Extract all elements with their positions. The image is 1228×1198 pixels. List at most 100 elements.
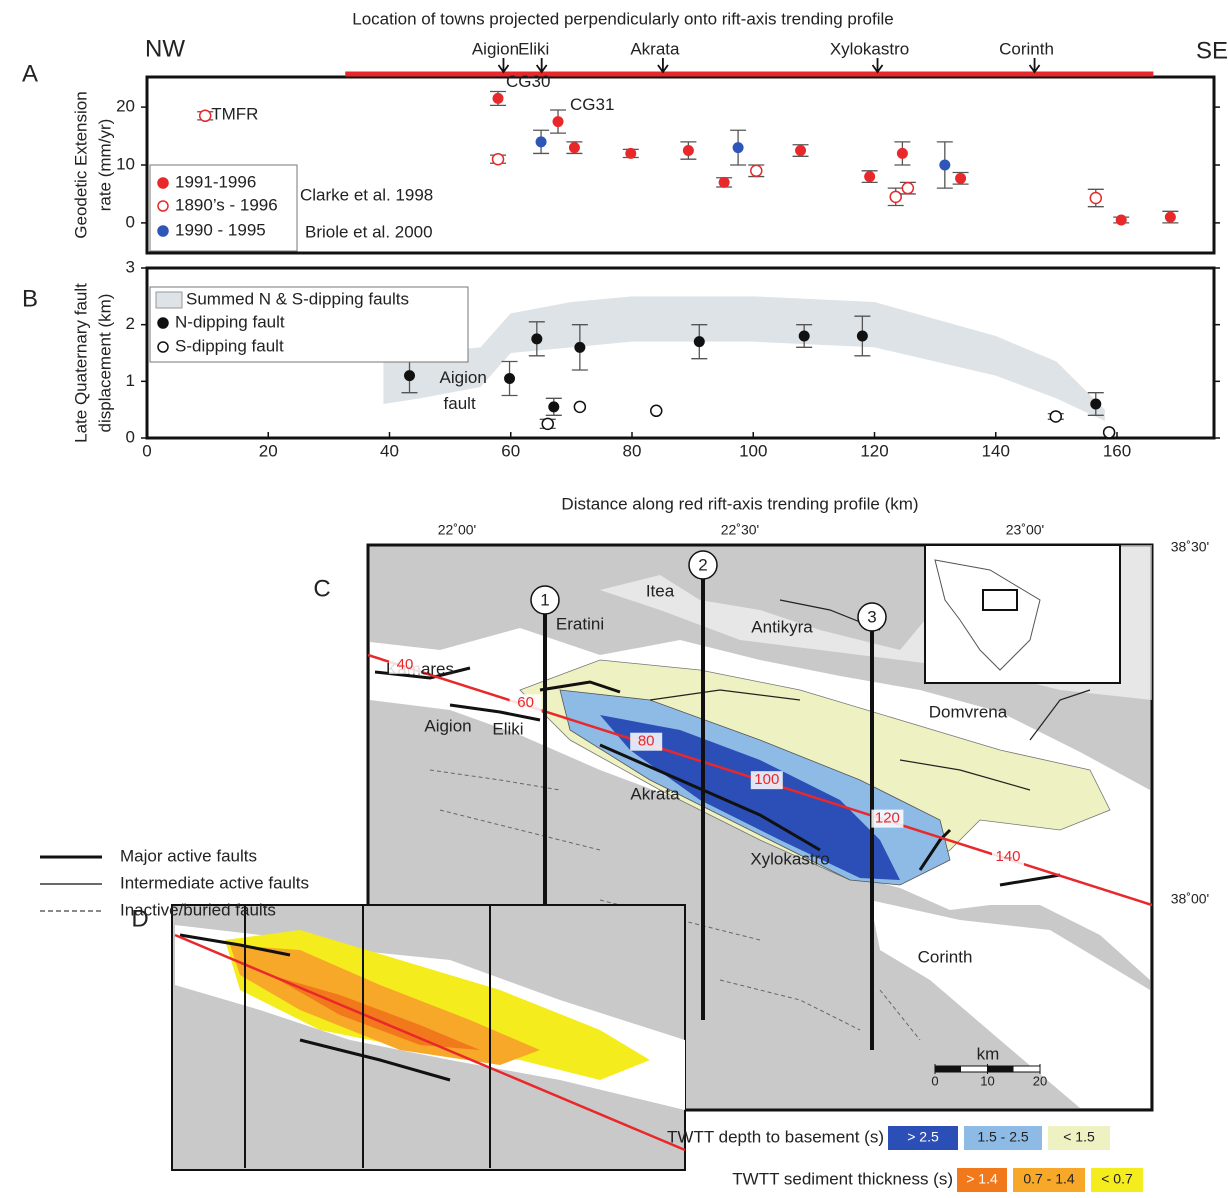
point — [552, 116, 564, 128]
distance-mark-bg — [750, 771, 783, 790]
color-swatch — [1091, 1168, 1143, 1192]
point — [732, 142, 744, 154]
scale-tick-label: 0 — [931, 1073, 938, 1088]
distance-mark: 60 — [517, 694, 534, 711]
major-faults — [179, 933, 451, 1082]
distance-mark-bg — [389, 655, 421, 674]
annotation: CG30 — [506, 72, 550, 91]
place-label: Antikyra — [751, 617, 813, 636]
distance-mark: 120 — [875, 810, 900, 827]
town-arrow — [657, 58, 669, 74]
legend-reference: Briole et al. 2000 — [305, 222, 433, 241]
legend-marker — [157, 341, 169, 353]
y-tick-label: 10 — [116, 154, 135, 173]
annotation: TMFR — [211, 104, 258, 123]
legend-marker — [157, 200, 169, 212]
point — [404, 370, 416, 382]
y-axis-label: Late Quaternary fault — [71, 283, 90, 443]
place-label: Domvrena — [929, 702, 1008, 721]
place-label: Akrata — [630, 784, 680, 803]
y-axis-label: displacement (km) — [95, 294, 114, 433]
point — [1164, 211, 1176, 223]
x-tick-label: 160 — [1103, 441, 1131, 460]
point — [864, 171, 876, 183]
town-label: Xylokastro — [830, 39, 909, 58]
panel-letter: D — [131, 905, 148, 932]
point — [548, 401, 560, 413]
legend-box — [149, 286, 469, 363]
profile-number: 3 — [867, 607, 876, 626]
place-label: Itea — [646, 581, 675, 600]
x-tick-label: 80 — [623, 441, 642, 460]
town-label: Eliki — [518, 39, 549, 58]
legend-reference: Clarke et al. 1998 — [300, 185, 433, 204]
color-class-label: > 2.5 — [907, 1129, 939, 1145]
color-swatch — [957, 1168, 1007, 1192]
annotation: CG31 — [570, 95, 614, 114]
map-d — [171, 904, 686, 1171]
point — [693, 336, 705, 348]
point — [856, 330, 868, 342]
point — [198, 109, 212, 123]
scale-tick-label: 10 — [980, 1073, 994, 1088]
point — [682, 145, 694, 157]
legend-marker — [157, 177, 169, 189]
point — [718, 176, 730, 188]
point — [795, 145, 807, 157]
point — [650, 404, 663, 418]
x-tick-label: 20 — [259, 441, 278, 460]
point — [504, 373, 516, 384]
point — [568, 142, 580, 154]
lon-label: 22˚00' — [438, 522, 476, 538]
lon-label: 22˚30' — [721, 522, 759, 538]
town-arrow — [1028, 58, 1041, 74]
color-class-label: 0.7 - 1.4 — [1023, 1171, 1075, 1187]
color-swatch — [888, 1126, 958, 1150]
point — [541, 417, 554, 431]
point — [573, 400, 587, 414]
x-tick-label: 100 — [739, 441, 767, 460]
chart-title: Location of towns projected perpendicula… — [352, 9, 893, 28]
legend-label: 1990 - 1995 — [175, 220, 266, 239]
thickness-mid — [230, 945, 540, 1065]
place-label: Aigion — [424, 716, 471, 735]
color-swatch — [1048, 1126, 1110, 1150]
distance-mark-bg — [871, 809, 904, 828]
town-label: Aigion — [472, 39, 519, 58]
town-arrow — [871, 58, 884, 74]
y-axis-label: rate (mm/yr) — [95, 119, 114, 212]
x-axis-label: Distance along red rift-axis trending pr… — [561, 494, 918, 513]
direction-label: SE — [1196, 37, 1228, 64]
y-tick-label: 0 — [126, 212, 135, 231]
profile-circle — [530, 585, 560, 615]
scale-tick-label: 20 — [1033, 1073, 1047, 1088]
point — [574, 341, 586, 353]
point — [491, 152, 505, 166]
color-class-label: < 1.5 — [1063, 1129, 1095, 1145]
town-arrow — [535, 58, 548, 74]
panel-letter: A — [22, 60, 38, 87]
fault-legend-label: Inactive/buried faults — [120, 900, 276, 919]
color-swatch — [1013, 1168, 1085, 1192]
legend-label: N-dipping fault — [175, 312, 285, 331]
legend-swatch — [155, 291, 183, 309]
distance-mark-bg — [630, 732, 663, 751]
plot-frame — [145, 266, 1216, 440]
y-tick-label: 20 — [116, 97, 135, 116]
distance-mark-bg — [509, 694, 542, 713]
point — [955, 172, 967, 184]
color-legend-title: TWTT sediment thickness (s) — [732, 1169, 953, 1188]
place-label: Eliki — [492, 719, 523, 738]
inactive-faults — [429, 769, 921, 1041]
inset-greece — [924, 544, 1121, 684]
profile-number: 1 — [540, 590, 549, 609]
basin-deep — [600, 715, 900, 880]
profile-circle — [688, 550, 718, 580]
point — [750, 164, 763, 178]
sea — [870, 900, 1150, 1108]
legend-marker — [157, 317, 169, 329]
point — [939, 159, 951, 171]
distance-mark: 40 — [397, 656, 414, 673]
color-legend-title: TWTT depth to basement (s) — [667, 1127, 884, 1146]
thickness-high — [270, 975, 480, 1050]
